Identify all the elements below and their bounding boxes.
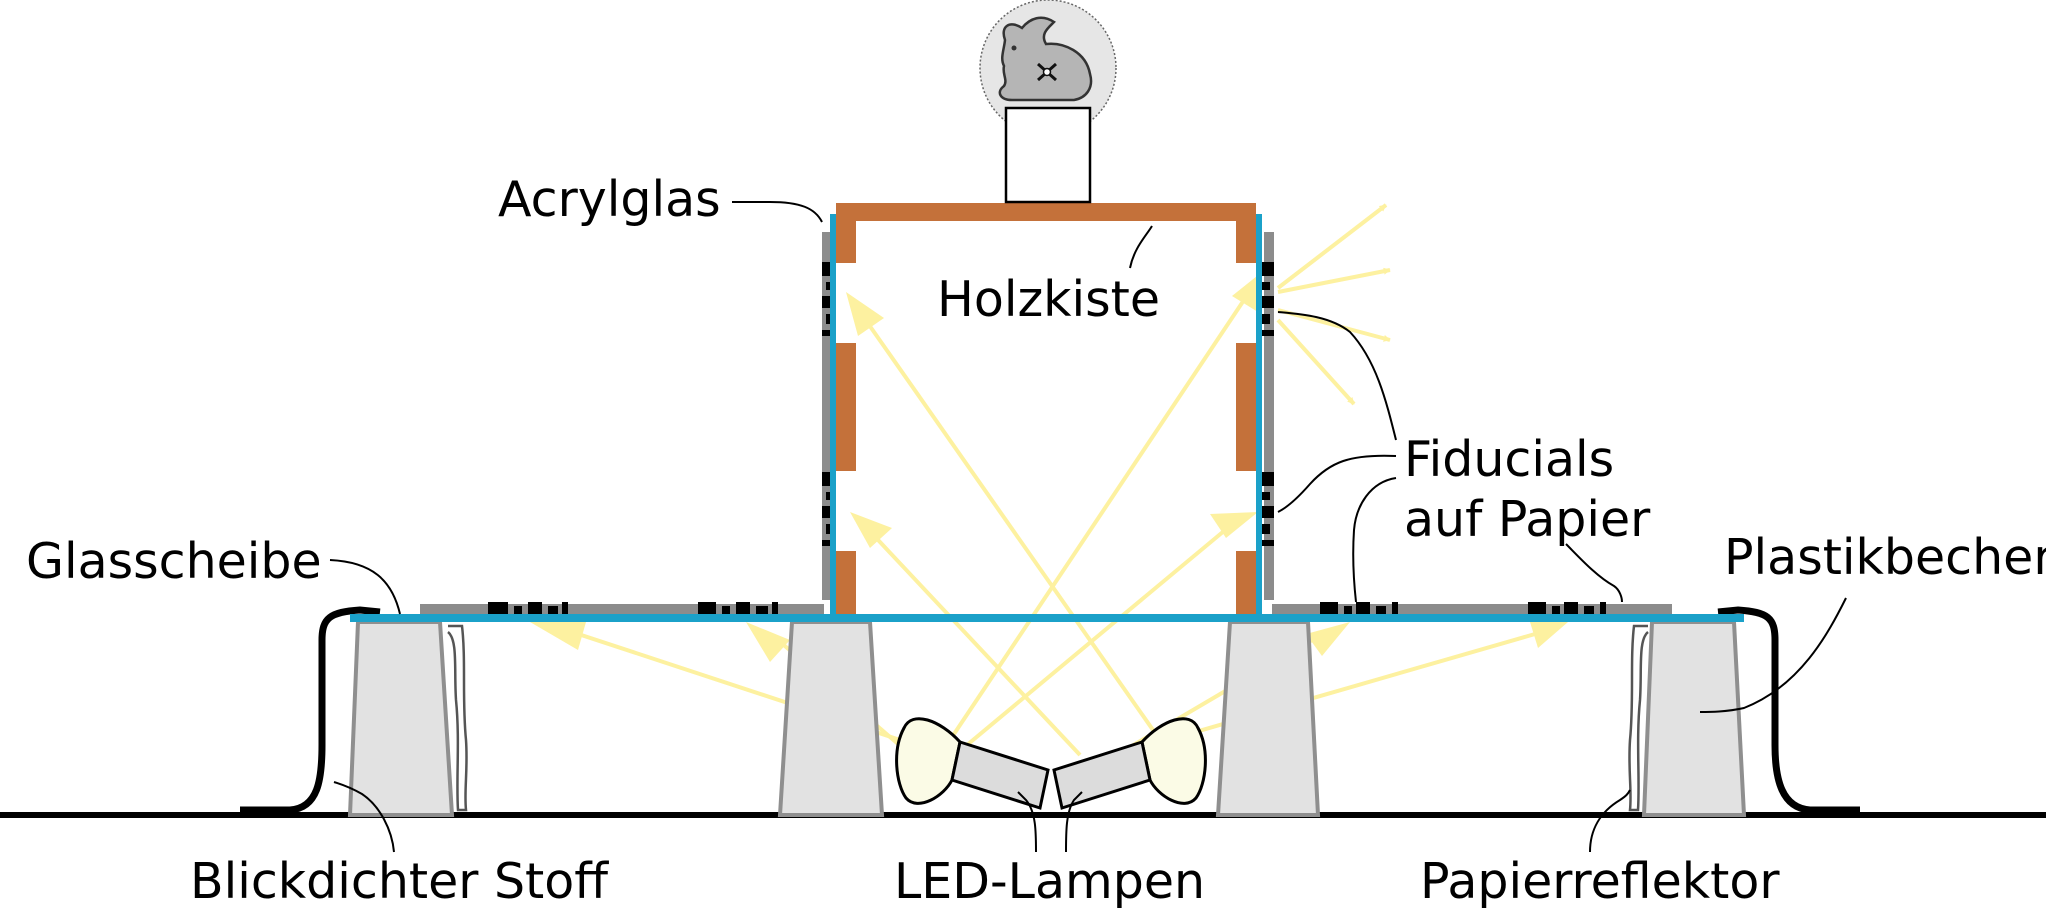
light-ray-arrowhead bbox=[850, 512, 892, 548]
leader-papierreflektor bbox=[1589, 789, 1631, 853]
leader-blickdichter-stoff bbox=[333, 781, 395, 853]
leader-led-left bbox=[1017, 791, 1037, 853]
fiducial-paper-wall-right bbox=[1264, 232, 1274, 600]
scattered-ray bbox=[1276, 318, 1356, 406]
scattered-ray bbox=[1276, 203, 1388, 290]
scattered-ray bbox=[1277, 267, 1391, 294]
leader-acrylglas bbox=[732, 201, 823, 223]
fiducial-paper-strip bbox=[420, 604, 824, 614]
light-ray-arrowhead bbox=[1306, 622, 1350, 656]
light-ray-arrowhead bbox=[530, 622, 586, 650]
light-ray bbox=[1139, 632, 1536, 750]
leader-led-right bbox=[1065, 791, 1083, 853]
light-ray bbox=[953, 524, 1232, 757]
leader-fiducials-strip bbox=[1565, 543, 1623, 603]
light-ray-arrowhead bbox=[1232, 272, 1262, 312]
light-ray-arrowhead bbox=[1530, 622, 1568, 648]
leader-holzkiste bbox=[1129, 225, 1153, 269]
scattered-ray bbox=[1277, 308, 1391, 342]
label-fiducials-line2: auf Papier bbox=[1404, 491, 1651, 548]
acrylic-wall-right bbox=[1256, 214, 1262, 616]
light-ray-arrowhead bbox=[1210, 512, 1258, 538]
leader-fiducials-upper bbox=[1277, 311, 1397, 441]
label-blickdichter-stoff: Blickdichter Stoff bbox=[190, 853, 609, 910]
bunny-icon bbox=[998, 16, 1093, 102]
light-ray bbox=[938, 286, 1254, 757]
led-lamp-icon bbox=[895, 717, 1050, 810]
leader-fiducials-plate bbox=[1352, 477, 1397, 603]
fiducial-paper-strip bbox=[1272, 604, 1672, 614]
wooden-box bbox=[836, 203, 1256, 614]
paper-reflector-right bbox=[1628, 624, 1649, 812]
label-holzkiste: Holzkiste bbox=[937, 271, 1160, 328]
leader-fiducials-lower bbox=[1277, 454, 1397, 513]
plastic-cup bbox=[777, 620, 885, 817]
label-acrylglas: Acrylglas bbox=[498, 171, 721, 228]
light-ray-arrowhead bbox=[746, 622, 790, 662]
light-ray bbox=[858, 310, 1162, 742]
acrylic-wall-left bbox=[830, 214, 836, 616]
plastic-cup bbox=[1641, 620, 1747, 817]
blackout-fabric-right bbox=[1717, 606, 1860, 814]
leader-glasscheibe bbox=[329, 559, 401, 615]
paper-reflector-left bbox=[447, 624, 468, 812]
blackout-fabric-left bbox=[240, 606, 381, 814]
light-ray bbox=[862, 523, 1082, 757]
label-fiducials-line1: Fiducials bbox=[1404, 431, 1614, 488]
label-led-lampen: LED-Lampen bbox=[894, 853, 1205, 910]
leader-plastikbecher bbox=[1699, 597, 1847, 713]
fiducial-markers-plate bbox=[488, 602, 1606, 614]
light-ray-arrowhead bbox=[846, 292, 884, 336]
label-plastikbecher: Plastikbecher bbox=[1724, 529, 2046, 586]
label-glasscheibe: Glasscheibe bbox=[26, 533, 322, 590]
plastic-cup bbox=[347, 620, 455, 817]
plastic-cup bbox=[1215, 620, 1321, 817]
fiducial-paper-wall-left bbox=[822, 232, 832, 600]
label-papierreflektor: Papierreflektor bbox=[1420, 853, 1780, 910]
led-lamp-icon bbox=[1052, 717, 1207, 810]
glass-plate bbox=[350, 614, 1744, 622]
camera-block bbox=[1004, 106, 1092, 204]
